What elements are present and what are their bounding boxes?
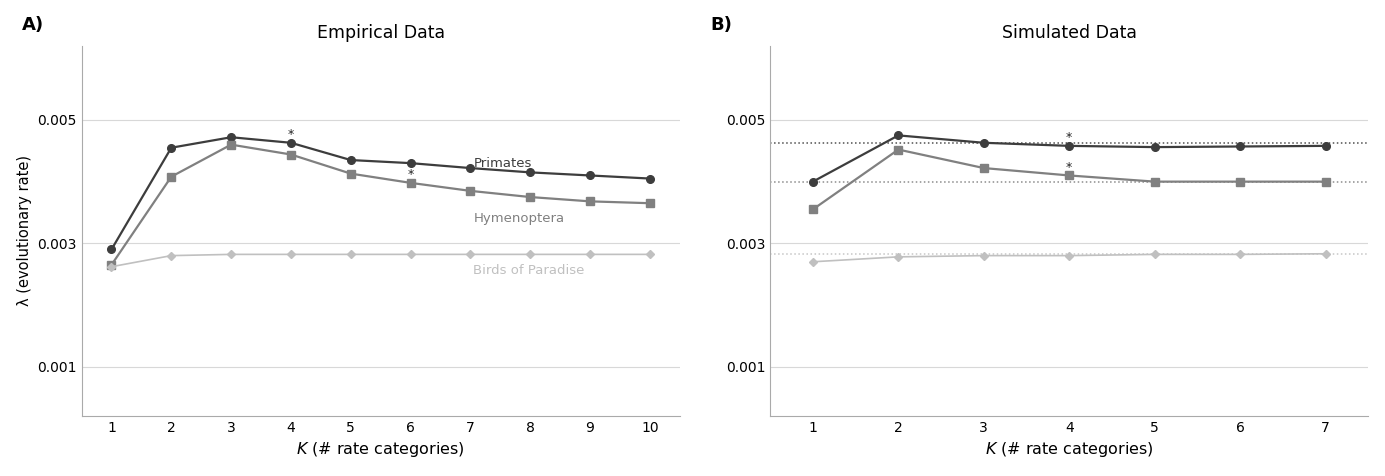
- X-axis label: $K$ (# rate categories): $K$ (# rate categories): [296, 440, 465, 459]
- Text: *: *: [288, 128, 294, 141]
- Text: A): A): [22, 16, 44, 34]
- Text: *: *: [1066, 131, 1072, 144]
- Text: *: *: [1066, 161, 1072, 174]
- Text: Primates: Primates: [474, 157, 532, 169]
- Text: Hymenoptera: Hymenoptera: [474, 212, 565, 225]
- Text: *: *: [407, 169, 414, 181]
- Text: B): B): [711, 16, 733, 34]
- Y-axis label: λ (evolutionary rate): λ (evolutionary rate): [17, 156, 32, 307]
- Title: Simulated Data: Simulated Data: [1001, 24, 1137, 42]
- Text: Birds of Paradise: Birds of Paradise: [474, 264, 584, 277]
- Title: Empirical Data: Empirical Data: [317, 24, 445, 42]
- X-axis label: $K$ (# rate categories): $K$ (# rate categories): [985, 440, 1154, 459]
